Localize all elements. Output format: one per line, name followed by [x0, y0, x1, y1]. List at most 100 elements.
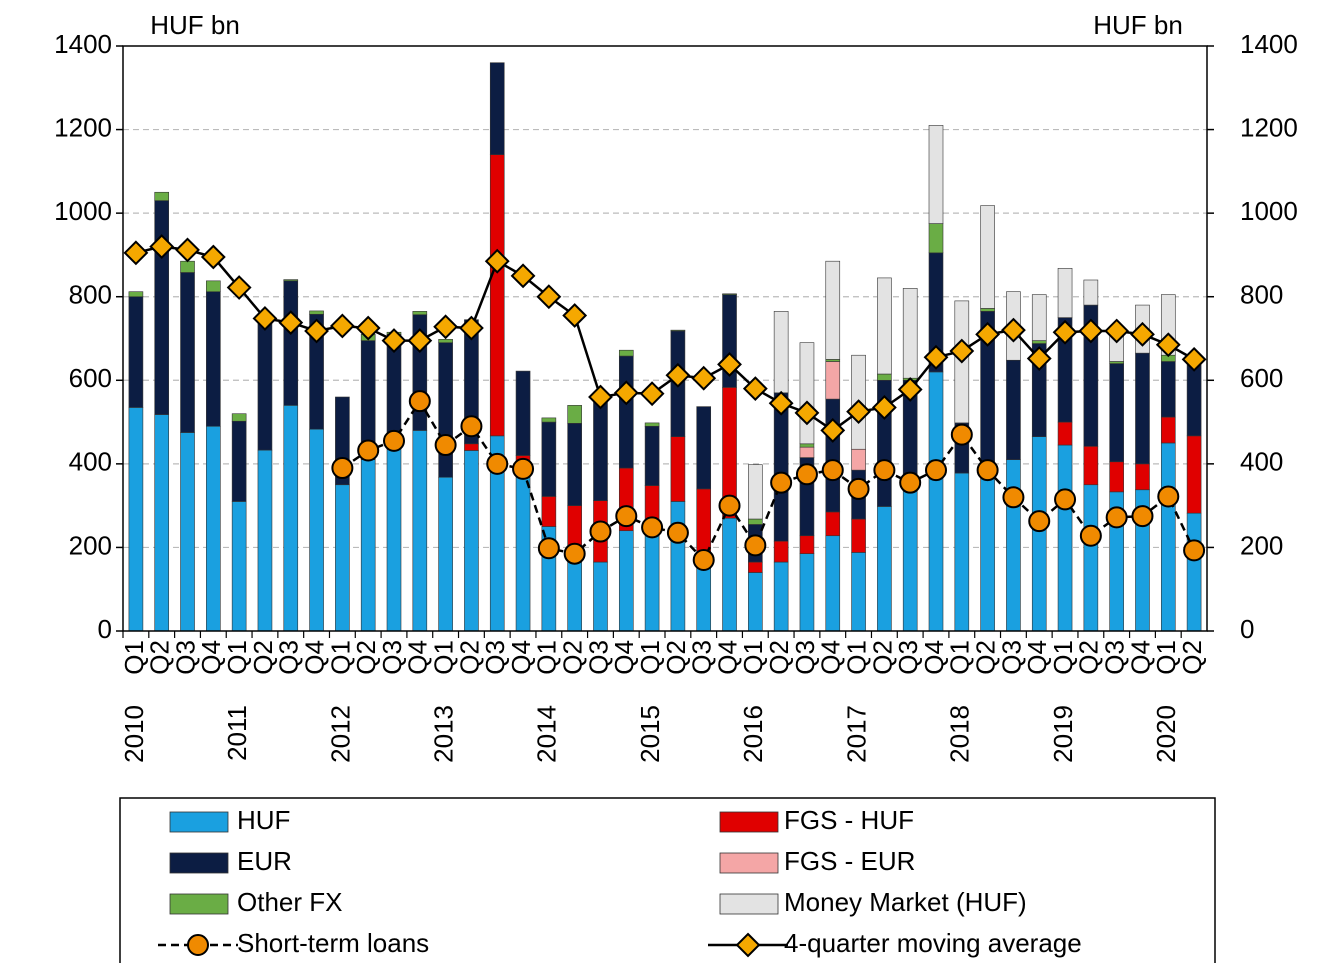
legend-item: FGS - EUR: [719, 846, 915, 876]
line-marker: [717, 351, 742, 377]
bar-segment: [283, 405, 299, 632]
bar-segment: [928, 125, 944, 224]
bar-segment: [980, 476, 995, 632]
x-tick-label: Q2: [145, 640, 175, 675]
bar-segment: [1160, 442, 1176, 632]
x-group-label: 2017: [841, 705, 871, 763]
bar-segment: [799, 553, 815, 632]
line-marker: [925, 459, 947, 482]
bar-segment: [412, 311, 428, 315]
line-marker: [536, 284, 562, 310]
line-marker: [847, 477, 870, 500]
line-marker: [1001, 317, 1026, 343]
bar-segment: [231, 501, 247, 632]
bar-segment: [1186, 512, 1202, 632]
x-tick-label: Q4: [609, 640, 639, 675]
bar-segment: [1057, 444, 1073, 632]
line-marker: [666, 521, 689, 544]
bar-segment: [180, 260, 195, 273]
bar-segment: [128, 296, 144, 408]
x-tick-label: Q4: [196, 640, 226, 675]
x-tick-label: Q3: [790, 640, 820, 675]
y-tick-label: 600: [69, 363, 112, 393]
line-marker: [744, 534, 767, 557]
bar-segment: [618, 349, 634, 357]
y-tick-label: 1000: [54, 196, 112, 226]
x-tick-label: Q2: [764, 640, 794, 675]
x-tick-label: Q3: [996, 640, 1026, 675]
line-marker: [460, 415, 483, 438]
line-marker: [433, 314, 459, 340]
x-tick-label: Q2: [248, 640, 278, 675]
line-marker: [383, 429, 405, 452]
bar-segment: [206, 291, 221, 427]
line-marker: [615, 505, 638, 528]
x-tick-label: Q1: [738, 640, 768, 675]
x-tick-label: Q4: [712, 640, 742, 675]
line-marker: [770, 471, 793, 494]
bar-segment: [231, 420, 247, 502]
line-marker: [1078, 318, 1104, 344]
bar-segment: [618, 530, 634, 632]
bar-segment: [283, 280, 299, 406]
bar-segment: [128, 407, 144, 632]
x-tick-label: Q1: [325, 640, 355, 675]
bar-segment: [825, 361, 841, 400]
line-marker: [512, 457, 535, 480]
bar-segment: [799, 443, 815, 448]
bar-segment: [877, 373, 892, 381]
x-tick-label: Q4: [403, 640, 433, 675]
y2-tick-label: 1200: [1240, 112, 1298, 142]
legend-swatch: [719, 893, 779, 915]
bar-segment: [593, 396, 608, 501]
line-marker: [692, 548, 715, 571]
bar-segment: [154, 414, 170, 632]
legend-swatch: [169, 811, 229, 833]
y2-tick-label: 800: [1240, 280, 1283, 310]
legend-swatch: [719, 811, 779, 833]
x-tick-label: Q2: [661, 640, 691, 675]
line-marker: [1183, 539, 1206, 562]
bar-segment: [412, 430, 428, 632]
line-marker: [873, 459, 896, 482]
legend-item: Short-term loans: [158, 928, 429, 958]
bar-segment: [696, 406, 712, 490]
legend-label: EUR: [237, 846, 292, 876]
y2-tick-label: 1400: [1240, 29, 1298, 59]
bar-segment: [1160, 416, 1176, 444]
y-tick-label: 400: [69, 447, 112, 477]
line-marker: [665, 362, 691, 388]
x-tick-label: Q1: [222, 640, 252, 675]
bar-segment: [799, 446, 815, 458]
bar-segment: [1057, 267, 1073, 318]
x-group-label: 2019: [1048, 705, 1078, 763]
line-marker: [846, 399, 871, 425]
bar-segment: [309, 310, 324, 315]
legend-label: 4-quarter moving average: [784, 928, 1082, 958]
bar-segment: [180, 432, 195, 632]
line-marker: [563, 542, 586, 565]
bar-segment: [851, 448, 866, 471]
x-tick-label: Q4: [1125, 640, 1155, 675]
line-marker: [976, 459, 999, 482]
bar-segment: [825, 511, 841, 537]
bar-segment: [1083, 484, 1099, 632]
legend-item: Money Market (HUF): [719, 887, 1027, 917]
x-tick-label: Q2: [970, 640, 1000, 675]
x-tick-label: Q3: [170, 640, 200, 675]
x-tick-label: Q1: [841, 640, 871, 675]
legend-item: HUF: [169, 805, 290, 835]
bar-segment: [515, 370, 531, 456]
x-group-label: 2012: [325, 705, 355, 763]
line-marker: [613, 380, 639, 406]
bar-segment: [825, 260, 841, 360]
y2-tick-label: 200: [1240, 530, 1283, 560]
bar-segment: [567, 405, 582, 424]
line-marker: [691, 365, 717, 391]
y-tick-label: 800: [69, 280, 112, 310]
bar-segment: [567, 553, 582, 632]
line-marker: [641, 516, 664, 539]
bar-segment: [360, 459, 376, 632]
line-marker: [407, 328, 433, 354]
x-tick-label: Q4: [816, 640, 846, 675]
